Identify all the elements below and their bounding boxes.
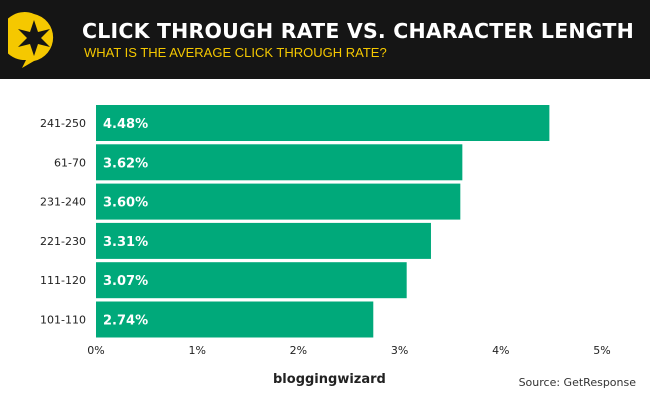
category-label: 61-70 <box>54 156 86 169</box>
x-tick-label: 5% <box>593 344 610 357</box>
chart-title: CLICK THROUGH RATE VS. CHARACTER LENGTH <box>82 19 634 43</box>
chart-subtitle: WHAT IS THE AVERAGE CLICK THROUGH RATE? <box>84 45 387 60</box>
x-tick-label: 2% <box>290 344 307 357</box>
bar <box>96 301 374 338</box>
data-label: 3.62% <box>103 156 148 171</box>
category-label: 111-120 <box>40 274 86 287</box>
data-label: 4.48% <box>103 117 148 132</box>
x-tick-label: 1% <box>188 344 205 357</box>
category-label: 221-230 <box>40 235 86 248</box>
speech-bubble-star-icon <box>8 12 54 68</box>
bar <box>96 144 463 181</box>
bar <box>96 105 550 141</box>
brand-logo: bloggingwizard <box>273 372 386 387</box>
category-label: 241-250 <box>40 117 86 130</box>
x-tick-label: 3% <box>391 344 408 357</box>
category-label: 101-110 <box>40 314 86 327</box>
header: CLICK THROUGH RATE VS. CHARACTER LENGTH … <box>0 0 650 79</box>
x-tick-label: 0% <box>87 344 104 357</box>
bar-chart: 241-250 4.48% 61-70 3.62% 231-240 3.60% 221-23… <box>40 105 611 357</box>
bar <box>96 183 461 220</box>
x-tick-label: 4% <box>492 344 509 357</box>
source-note: Source: GetResponse <box>518 376 636 389</box>
data-label: 3.07% <box>103 274 148 289</box>
category-label: 231-240 <box>40 196 86 209</box>
data-label: 2.74% <box>103 314 148 329</box>
bar <box>96 222 431 259</box>
bar <box>96 262 407 299</box>
data-label: 3.60% <box>103 196 148 211</box>
data-label: 3.31% <box>103 235 148 250</box>
